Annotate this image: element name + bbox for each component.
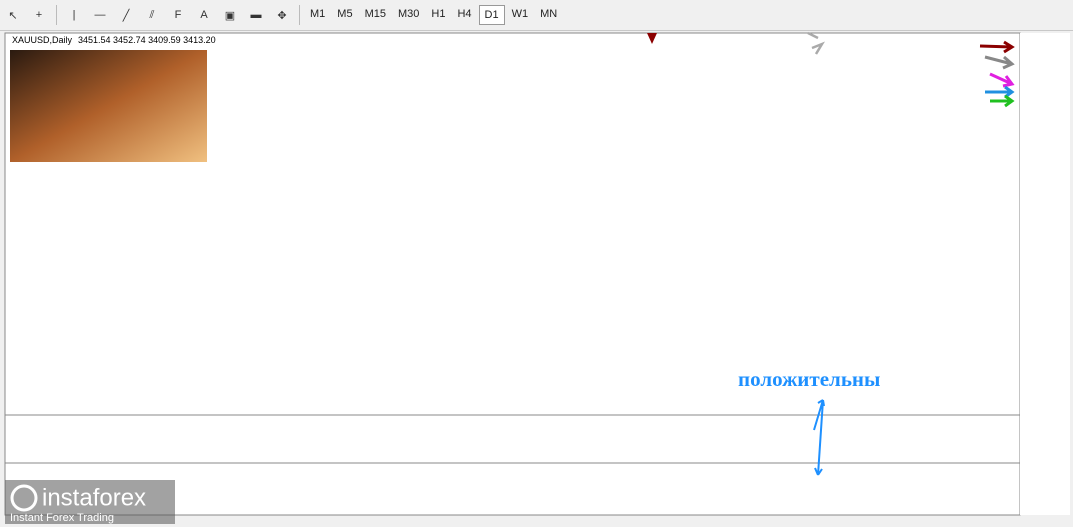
timeframe-button[interactable]: W1 bbox=[511, 8, 529, 20]
hline-tool[interactable]: — bbox=[94, 9, 106, 21]
chart: XAUUSD,Daily 3451.54 3452.74 3409.59 3413… bbox=[4, 31, 1070, 524]
text-tool[interactable]: A bbox=[200, 9, 208, 21]
annotation-arrows bbox=[813, 399, 825, 476]
timeframes: M1 M5 M15 M30 H1 H4 D1 W1 MN bbox=[304, 5, 563, 25]
vline-tool[interactable]: | bbox=[72, 9, 76, 21]
crosshair-tool[interactable]: + bbox=[35, 9, 43, 21]
price-axis bbox=[1020, 33, 1070, 515]
fibo-tool[interactable]: F bbox=[174, 9, 182, 21]
marker bbox=[807, 31, 825, 55]
level-arrow bbox=[985, 85, 1015, 99]
logo-tagline: Instant Forex Trading bbox=[10, 512, 114, 524]
arrow-tool[interactable]: ✥ bbox=[277, 9, 287, 22]
timeframe-button[interactable]: H1 bbox=[431, 8, 446, 20]
separator bbox=[299, 5, 300, 25]
timeframe-button[interactable]: H4 bbox=[457, 8, 472, 20]
logo-icon bbox=[10, 484, 38, 512]
marker bbox=[647, 33, 657, 44]
annotation: положительны bbox=[738, 367, 880, 391]
timeframe-button[interactable]: M30 bbox=[397, 8, 420, 20]
thumbnail-image bbox=[10, 50, 207, 162]
timeframe-button[interactable]: MN bbox=[540, 8, 558, 20]
level-arrow bbox=[979, 40, 1015, 54]
level-arrow bbox=[984, 55, 1015, 70]
shape-tool[interactable]: ▬ bbox=[250, 9, 262, 21]
level-arrow bbox=[989, 72, 1015, 88]
cursor-tool[interactable]: ↖ bbox=[8, 9, 18, 22]
label-tool[interactable]: ▣ bbox=[224, 9, 236, 22]
timeframe-button[interactable]: M5 bbox=[337, 8, 353, 20]
timeframe-button[interactable]: D1 bbox=[478, 5, 505, 25]
separator bbox=[56, 5, 57, 25]
trend-tool[interactable]: ╱ bbox=[122, 9, 130, 22]
channel-tool[interactable]: ⫽ bbox=[149, 8, 155, 21]
level-arrow bbox=[990, 94, 1015, 108]
logo-name: instaforex bbox=[42, 484, 146, 511]
toolbar: ↖ + | — ╱ ⫽ F A ▣ ▬ ✥ M1 M5 M15 M30 H1 H4 D1 W1… bbox=[0, 0, 1073, 31]
logo-backdrop bbox=[5, 480, 175, 524]
timeframe-button[interactable]: M1 bbox=[310, 8, 326, 20]
chart-title: XAUUSD,Daily 3451.54 3452.74 3409.59 3413… bbox=[12, 35, 216, 45]
timeframe-button[interactable]: M15 bbox=[364, 8, 386, 20]
